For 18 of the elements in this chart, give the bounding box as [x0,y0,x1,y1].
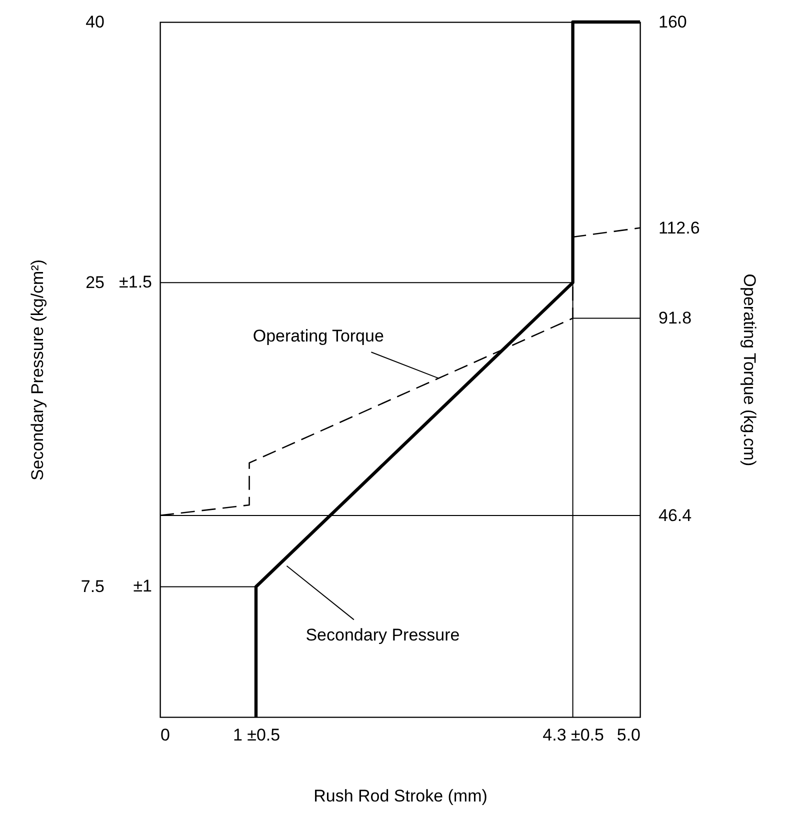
y2-tick-label: 160 [658,12,687,32]
x-axis-title: Rush Rod Stroke (mm) [314,786,488,806]
y2-tick-label: 46.4 [658,506,692,525]
x-tick-label: 0 [160,726,170,744]
y-tick-label: 25 [86,273,104,292]
x-tick-label: 4.3 ±0.5 [542,726,604,744]
annotation: ±1.5 [119,272,152,292]
y2-tick-label: 112.6 [658,218,700,238]
annotation: ±1 [133,576,152,596]
y-tick-label: 7.5 [80,577,104,596]
x-tick-label: 1 ±0.5 [232,726,280,744]
y-axis-title: Secondary Pressure (kg/cm²) [28,259,47,481]
y2-tick-label: 91.8 [658,308,692,328]
y-tick-label: 40 [86,12,104,32]
annotation: Secondary Pressure [306,625,460,644]
annotation: Operating Torque [252,326,384,346]
x-tick-label: 5.0 [616,726,640,744]
y2-axis-title: Operating Torque (kg.cm) [740,274,759,466]
